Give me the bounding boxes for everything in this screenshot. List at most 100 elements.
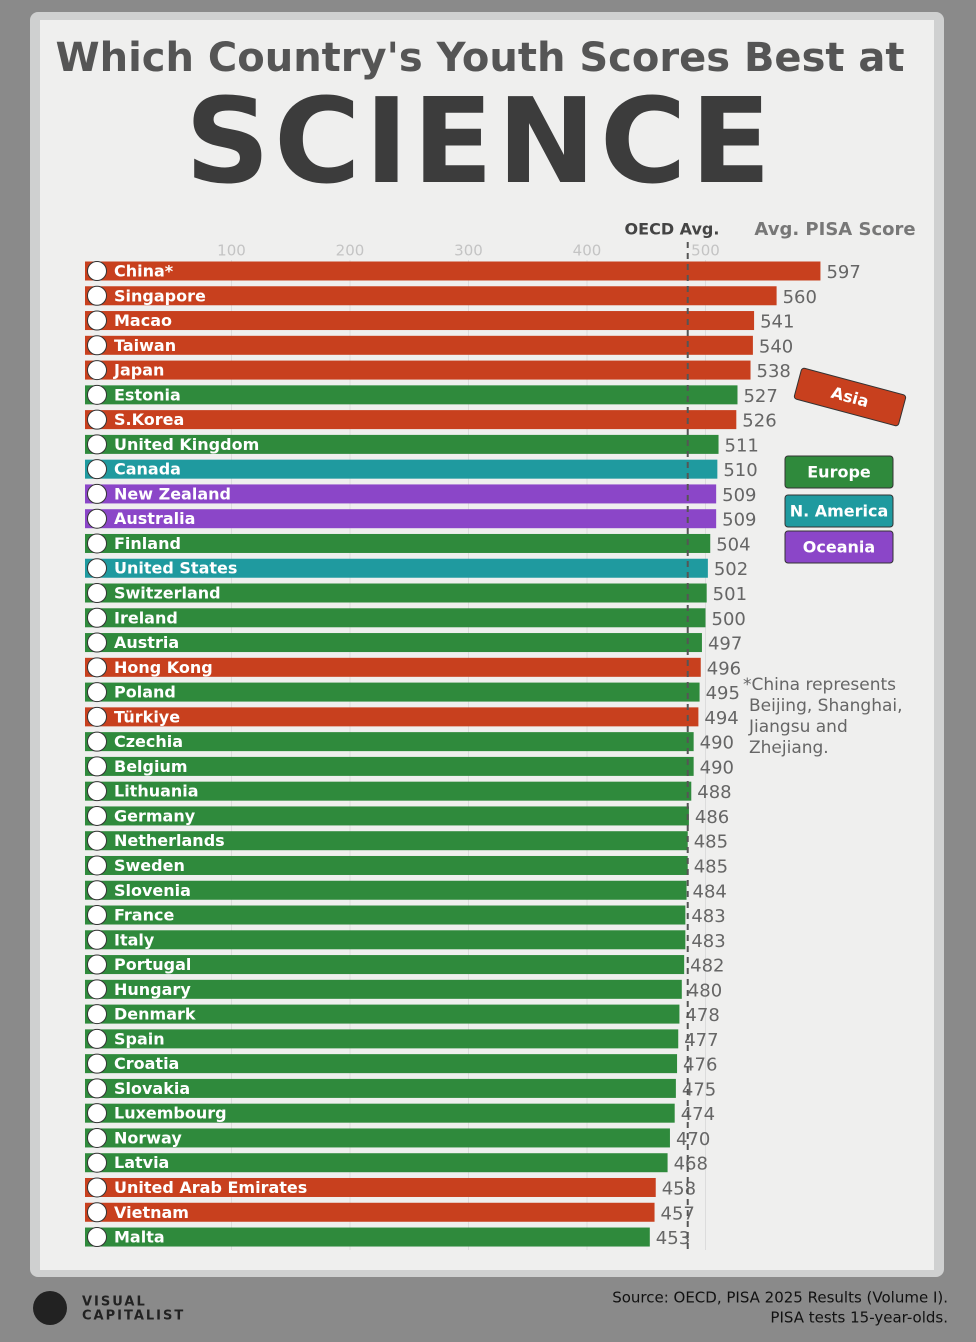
- category-label: Lithuania: [114, 782, 199, 801]
- value-label: 468: [674, 1154, 708, 1175]
- category-label: New Zealand: [114, 484, 231, 503]
- category-label: Finland: [114, 534, 181, 553]
- category-label: Singapore: [114, 286, 206, 305]
- chart-title-big: SCIENCE: [185, 72, 775, 210]
- flag: [87, 1053, 107, 1074]
- bar: [113, 905, 686, 925]
- category-label: United Kingdom: [114, 435, 259, 454]
- source: PISA tests 15-year-olds.: [770, 1309, 948, 1327]
- bar: [113, 1153, 668, 1173]
- flag: [87, 1177, 107, 1198]
- bar: [113, 781, 692, 801]
- flag: [87, 1078, 107, 1099]
- category-label: Taiwan: [114, 336, 176, 355]
- axis-label: Avg. PISA Score: [754, 219, 915, 240]
- category-label: Switzerland: [114, 584, 221, 603]
- note-line: *China represents: [743, 675, 896, 695]
- flag: [87, 657, 107, 678]
- value-label: 496: [707, 658, 741, 679]
- legend-swatch: [793, 367, 907, 427]
- category-label: Denmark: [114, 1005, 196, 1024]
- value-label: 527: [743, 386, 777, 407]
- category-label: Poland: [114, 683, 176, 702]
- flag: [87, 261, 107, 281]
- category-label: Hungary: [114, 980, 191, 999]
- category-label: Latvia: [114, 1153, 169, 1172]
- flag: [87, 310, 107, 331]
- x-tick-label: 100: [217, 242, 246, 260]
- flag: [87, 483, 107, 504]
- flag: [87, 905, 107, 926]
- flag: [87, 508, 107, 529]
- category-label: France: [114, 906, 174, 925]
- legend-label: N. America: [790, 502, 889, 521]
- legend-item: Oceania: [784, 530, 894, 564]
- flag: [87, 880, 107, 901]
- value-label: 453: [656, 1228, 690, 1249]
- bar: [113, 732, 694, 752]
- flag: [87, 335, 107, 356]
- value-label: 478: [685, 1005, 719, 1026]
- flag: [87, 1004, 107, 1025]
- value-label: 486: [695, 807, 729, 828]
- value-label: 490: [700, 757, 734, 778]
- category-label: Estonia: [114, 385, 181, 404]
- legend-item: N. America: [784, 494, 894, 528]
- bar: [113, 286, 777, 306]
- legend-swatch: [784, 530, 894, 564]
- flag: [87, 1103, 107, 1124]
- value-label: 494: [704, 708, 738, 729]
- category-label: Hong Kong: [114, 658, 213, 677]
- category-label: Türkiye: [114, 707, 180, 726]
- source: Source: OECD, PISA 2025 Results (Volume …: [612, 1289, 948, 1307]
- legend-item: Asia: [793, 367, 907, 427]
- bar: [113, 558, 708, 578]
- legend-label: Oceania: [803, 538, 875, 557]
- category-label: Slovakia: [114, 1079, 190, 1098]
- legend-swatch: [784, 494, 894, 528]
- bar: [113, 1177, 656, 1197]
- bar: [113, 1004, 680, 1024]
- category-label: Malta: [114, 1228, 165, 1247]
- flag: [87, 1127, 107, 1148]
- value-label: 500: [712, 609, 746, 630]
- bar: [113, 1054, 678, 1074]
- value-label: 485: [694, 832, 728, 853]
- value-label: 457: [661, 1203, 695, 1224]
- flag: [87, 1202, 107, 1223]
- category-label: Slovenia: [114, 881, 191, 900]
- value-label: 501: [713, 584, 747, 605]
- category-label: Czechia: [114, 732, 183, 751]
- bar: [113, 484, 717, 504]
- flag: [87, 706, 107, 727]
- flag: [87, 929, 107, 950]
- note-line: Beijing, Shanghai,: [749, 696, 903, 716]
- brand: VISUAL: [82, 1295, 147, 1310]
- value-label: 477: [684, 1030, 718, 1051]
- flag: [87, 285, 107, 306]
- bar: [113, 880, 687, 900]
- value-label: 541: [760, 312, 794, 333]
- value-label: 470: [676, 1129, 710, 1150]
- bar: [113, 459, 718, 479]
- category-label: China*: [114, 262, 174, 281]
- bar: [113, 509, 717, 529]
- category-label: Macao: [114, 311, 172, 330]
- flag: [87, 1028, 107, 1049]
- bar: [113, 806, 689, 826]
- value-label: 495: [706, 683, 740, 704]
- value-label: 560: [783, 287, 817, 308]
- flag: [87, 434, 107, 455]
- bar: [113, 434, 719, 454]
- value-label: 483: [691, 931, 725, 952]
- category-label: Italy: [114, 930, 155, 949]
- value-label: 538: [757, 361, 791, 382]
- flag: [87, 533, 107, 554]
- category-label: Sweden: [114, 856, 185, 875]
- bar: [113, 1202, 655, 1222]
- flag: [87, 805, 107, 826]
- bar: [113, 533, 711, 553]
- x-tick-label: 200: [336, 242, 365, 260]
- x-tick-label: 400: [573, 242, 602, 260]
- value-label: 458: [662, 1178, 696, 1199]
